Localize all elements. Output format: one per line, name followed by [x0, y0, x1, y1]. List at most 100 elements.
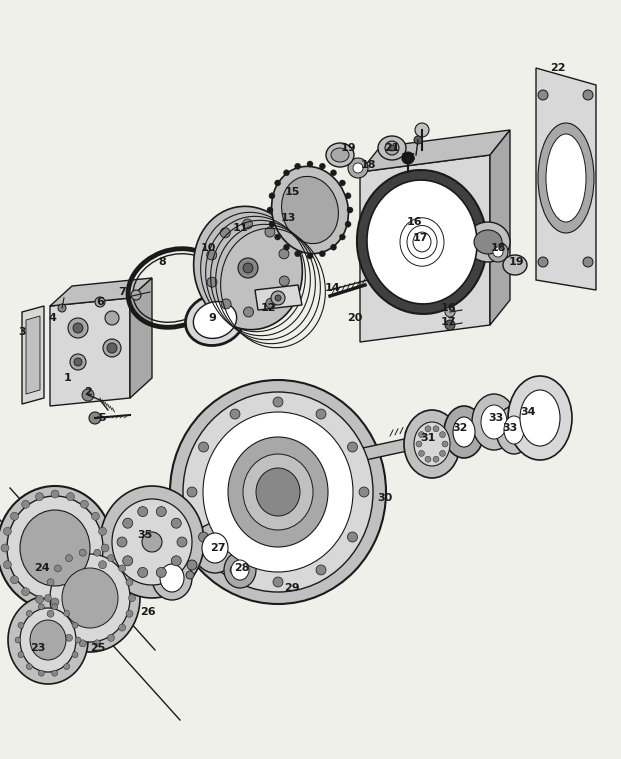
Ellipse shape	[170, 380, 386, 604]
Circle shape	[359, 487, 369, 497]
Circle shape	[65, 555, 73, 562]
Ellipse shape	[30, 620, 66, 660]
Ellipse shape	[203, 412, 353, 572]
Ellipse shape	[444, 406, 484, 458]
Circle shape	[330, 170, 337, 176]
Circle shape	[18, 622, 24, 628]
Circle shape	[70, 354, 86, 370]
Ellipse shape	[404, 410, 460, 478]
Circle shape	[353, 163, 363, 173]
Circle shape	[35, 493, 43, 501]
Text: 26: 26	[140, 607, 156, 617]
Circle shape	[284, 170, 289, 176]
Circle shape	[243, 263, 253, 273]
Circle shape	[107, 343, 117, 353]
Circle shape	[72, 652, 78, 658]
Circle shape	[101, 544, 109, 552]
Circle shape	[348, 158, 368, 178]
Circle shape	[294, 250, 301, 257]
Circle shape	[22, 587, 30, 596]
Circle shape	[220, 228, 230, 238]
Ellipse shape	[357, 170, 487, 314]
Text: 11: 11	[232, 223, 248, 233]
Text: 33: 33	[488, 413, 504, 423]
Circle shape	[103, 339, 121, 357]
Circle shape	[54, 565, 61, 572]
Circle shape	[279, 276, 289, 286]
Circle shape	[207, 250, 217, 260]
Circle shape	[415, 123, 429, 137]
Circle shape	[4, 561, 11, 568]
Circle shape	[52, 604, 58, 609]
Circle shape	[207, 277, 217, 287]
Circle shape	[347, 207, 353, 213]
Circle shape	[58, 304, 66, 312]
Circle shape	[345, 193, 351, 199]
Ellipse shape	[367, 180, 477, 304]
Circle shape	[99, 528, 107, 535]
Text: 1: 1	[64, 373, 72, 383]
Ellipse shape	[474, 230, 502, 254]
Circle shape	[47, 610, 54, 617]
Ellipse shape	[100, 486, 204, 598]
Circle shape	[385, 141, 399, 155]
Circle shape	[199, 442, 209, 452]
Circle shape	[94, 550, 101, 556]
Circle shape	[267, 207, 273, 213]
Circle shape	[186, 571, 194, 579]
Circle shape	[119, 624, 125, 631]
Ellipse shape	[453, 417, 475, 447]
Circle shape	[345, 221, 351, 227]
Circle shape	[66, 595, 75, 603]
Circle shape	[65, 635, 73, 641]
Ellipse shape	[228, 437, 328, 547]
Circle shape	[275, 295, 281, 301]
Text: 34: 34	[520, 407, 536, 417]
Ellipse shape	[378, 136, 406, 160]
Ellipse shape	[160, 564, 184, 592]
Circle shape	[123, 556, 133, 565]
Text: 17: 17	[412, 233, 428, 243]
Circle shape	[445, 307, 455, 317]
Text: 9: 9	[208, 313, 216, 323]
Circle shape	[187, 560, 197, 570]
Ellipse shape	[231, 560, 249, 580]
Ellipse shape	[40, 544, 140, 652]
Circle shape	[294, 163, 301, 169]
Circle shape	[274, 180, 281, 186]
Circle shape	[18, 652, 24, 658]
Circle shape	[1, 544, 9, 552]
Circle shape	[105, 311, 119, 325]
Circle shape	[68, 318, 88, 338]
Ellipse shape	[326, 143, 354, 167]
Ellipse shape	[186, 294, 245, 345]
Circle shape	[107, 555, 114, 562]
Circle shape	[11, 512, 19, 520]
Circle shape	[419, 432, 425, 438]
Ellipse shape	[8, 596, 88, 684]
Text: 17: 17	[440, 317, 456, 327]
Circle shape	[156, 506, 166, 517]
Text: 18: 18	[490, 243, 505, 253]
Ellipse shape	[224, 552, 256, 588]
Circle shape	[126, 610, 133, 617]
Text: 5: 5	[98, 413, 106, 423]
Ellipse shape	[243, 454, 313, 530]
Text: 22: 22	[550, 63, 566, 73]
Circle shape	[177, 537, 187, 547]
Ellipse shape	[193, 523, 237, 573]
Ellipse shape	[112, 499, 192, 585]
Circle shape	[538, 257, 548, 267]
Circle shape	[89, 412, 101, 424]
Polygon shape	[50, 278, 152, 306]
Circle shape	[416, 441, 422, 447]
Circle shape	[171, 556, 181, 565]
Polygon shape	[360, 155, 490, 342]
Circle shape	[230, 409, 240, 419]
Circle shape	[389, 145, 395, 151]
Circle shape	[242, 219, 253, 229]
Circle shape	[445, 320, 455, 330]
Circle shape	[307, 161, 313, 167]
Circle shape	[131, 290, 141, 300]
Circle shape	[64, 663, 70, 669]
